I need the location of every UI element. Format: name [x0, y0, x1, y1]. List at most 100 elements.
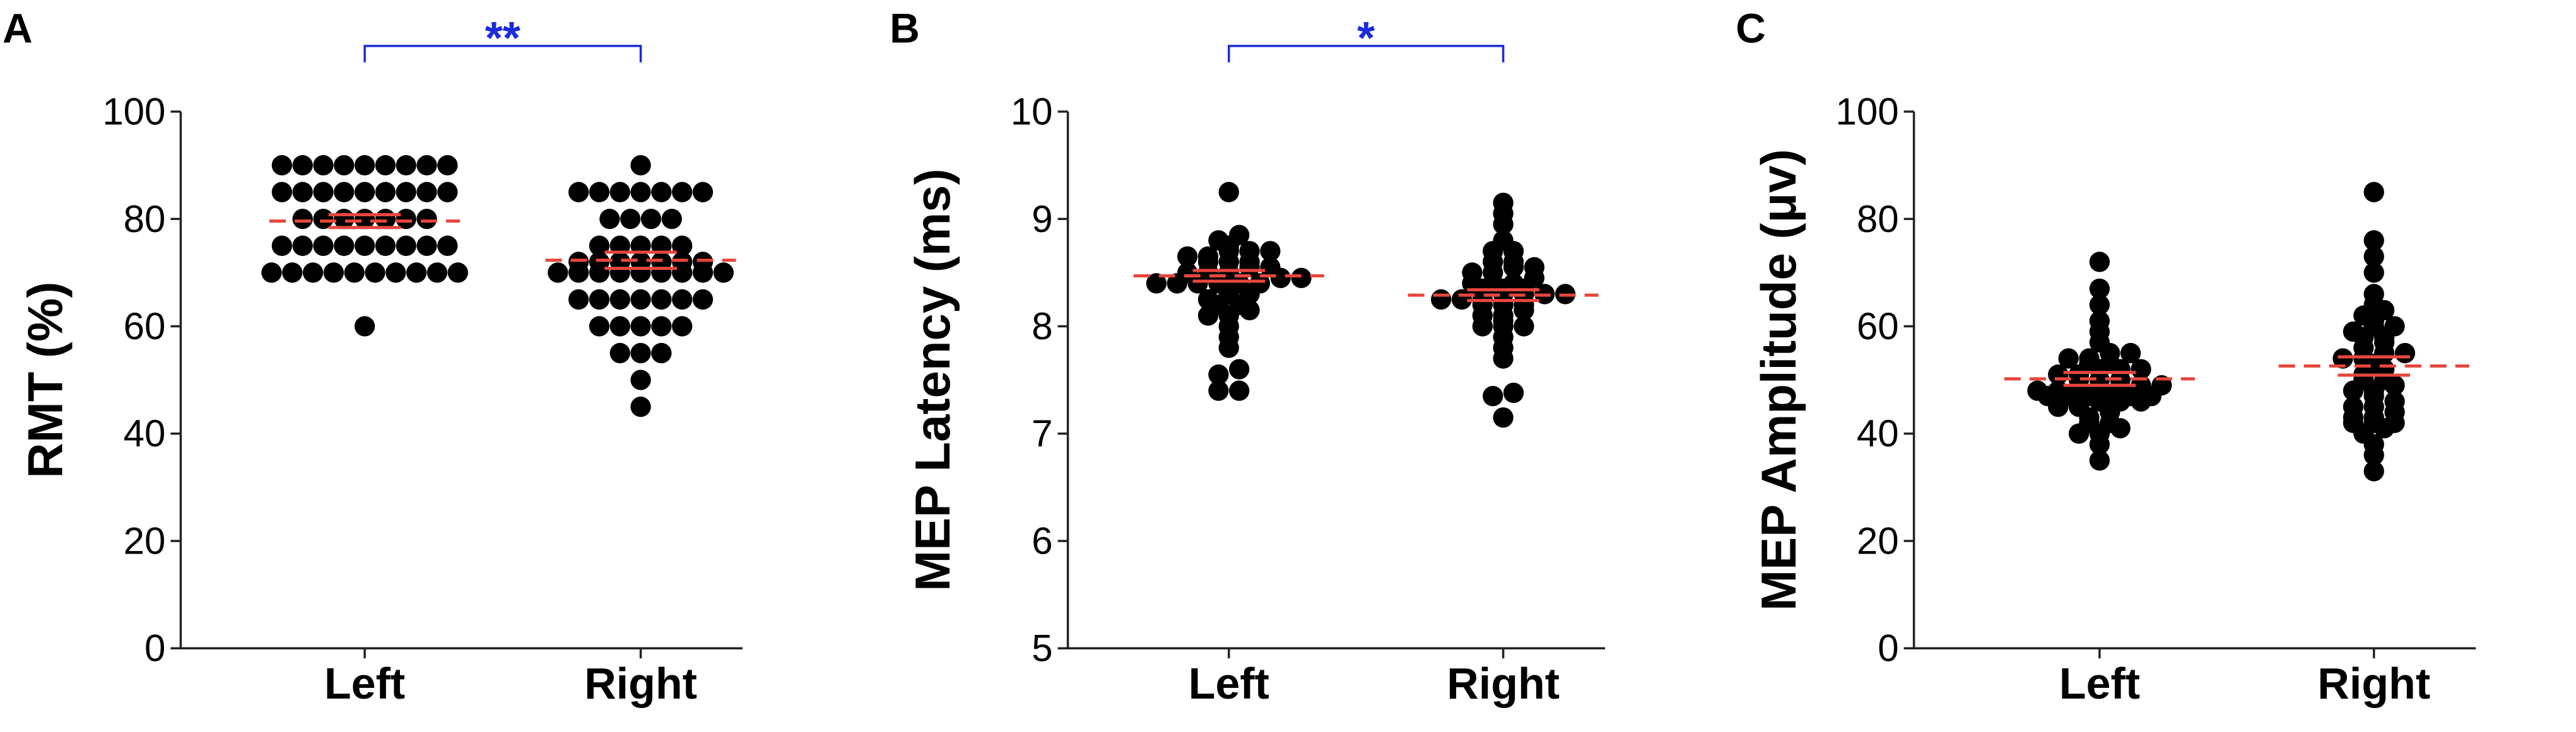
data-point [692, 289, 714, 310]
data-point [375, 182, 396, 202]
data-point [2363, 246, 2384, 267]
data-point [354, 154, 375, 176]
x-tick-label: Left [324, 659, 405, 708]
data-point [385, 262, 406, 283]
data-point [2384, 316, 2405, 337]
y-tick-label: 60 [124, 305, 166, 347]
data-point [416, 182, 437, 202]
data-point [672, 316, 693, 337]
data-point [426, 262, 448, 283]
data-point [599, 209, 620, 229]
data-point [1483, 386, 1503, 407]
data-point [396, 209, 416, 229]
data-point [323, 262, 344, 283]
data-point [437, 154, 458, 176]
data-point [630, 397, 651, 417]
y-tick-label: 100 [102, 91, 165, 133]
data-point [271, 235, 292, 256]
data-point [1260, 257, 1281, 278]
data-point [630, 342, 651, 364]
data-point [651, 316, 672, 337]
panel-b: B MEP Latency (ms) 5 6 7 8 9 10 Left Right * [890, 4, 1606, 708]
significance-bracket [1228, 45, 1505, 62]
data-point [396, 154, 416, 176]
data-point [1503, 382, 1524, 404]
y-tick-label: 40 [124, 412, 166, 455]
data-point [396, 235, 416, 256]
data-point [1229, 380, 1250, 401]
data-point [334, 154, 355, 176]
data-point [1260, 241, 1281, 262]
data-point [354, 182, 375, 202]
data-point [630, 182, 651, 202]
y-tick-label: 7 [1032, 412, 1052, 455]
data-point [313, 209, 334, 229]
data-point [375, 154, 396, 176]
data-point [630, 154, 651, 176]
data-point [609, 182, 630, 202]
data-point [416, 235, 437, 256]
panel-letter: C [1736, 4, 1766, 51]
y-tick-label: 9 [1032, 198, 1052, 240]
significance-bracket [363, 45, 642, 62]
y-tick-label: 80 [1857, 198, 1899, 240]
data-point [661, 209, 682, 229]
data-point [2079, 348, 2100, 369]
panel-a: A RMT (%) 0 20 40 60 80 100 Left Right ** [3, 4, 743, 708]
data-point [2089, 450, 2110, 471]
y-tick-label: 8 [1032, 305, 1052, 347]
data-point [651, 289, 672, 310]
data-point [1462, 262, 1483, 283]
data-point [282, 262, 303, 283]
y-tick-label: 20 [124, 520, 166, 562]
data-point [2394, 342, 2416, 364]
data-point [672, 182, 693, 202]
data-point [2363, 182, 2384, 202]
data-point [437, 235, 458, 256]
data-point [1239, 241, 1260, 262]
data-point [1177, 262, 1198, 283]
data-point [2089, 278, 2110, 299]
data-point [1177, 246, 1198, 267]
data-point [2363, 230, 2384, 251]
y-tick-label: 80 [124, 198, 166, 240]
data-point [334, 235, 355, 256]
data-point [396, 182, 416, 202]
data-point [2343, 397, 2364, 417]
data-point [651, 342, 672, 364]
data-point [640, 209, 662, 229]
y-tick-label: 0 [1878, 627, 1898, 670]
significance-stars: * [1357, 13, 1375, 64]
data-point [2363, 284, 2384, 305]
y-axis-label: RMT (%) [18, 282, 73, 479]
data-point [2089, 294, 2110, 315]
data-point [1493, 407, 1514, 428]
data-point [589, 182, 610, 202]
data-point [609, 289, 630, 310]
x-tick-label: Right [584, 659, 697, 708]
data-point [271, 154, 292, 176]
y-axis-label: MEP Amplitude (μv) [1751, 149, 1806, 610]
data-point [609, 342, 630, 364]
data-point [651, 182, 672, 202]
data-point [2089, 252, 2110, 272]
data-point [568, 252, 589, 272]
data-point [548, 262, 568, 283]
data-point [1229, 224, 1250, 245]
data-point [1218, 182, 1239, 202]
data-point [416, 209, 437, 229]
data-point [568, 289, 589, 310]
data-point [416, 154, 437, 176]
data-point [2363, 262, 2384, 283]
data-point [630, 369, 651, 390]
data-point [2363, 461, 2384, 482]
y-tick-label: 10 [1011, 91, 1053, 133]
data-point [344, 262, 365, 283]
data-point [447, 262, 468, 283]
data-point [1208, 230, 1229, 251]
data-point [630, 289, 651, 310]
data-point [672, 289, 693, 310]
data-point [1197, 246, 1219, 267]
data-point [630, 316, 651, 337]
y-tick-label: 100 [1835, 91, 1898, 133]
